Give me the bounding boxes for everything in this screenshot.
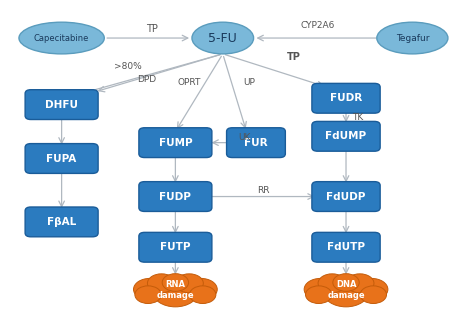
Text: FdUTP: FdUTP <box>327 242 365 252</box>
Text: UP: UP <box>243 78 255 87</box>
FancyBboxPatch shape <box>312 232 380 262</box>
FancyBboxPatch shape <box>25 90 98 120</box>
Circle shape <box>175 274 203 293</box>
Text: FβAL: FβAL <box>47 217 76 227</box>
Text: >80%: >80% <box>114 62 142 71</box>
Circle shape <box>153 276 198 307</box>
Text: FUDP: FUDP <box>159 191 191 202</box>
FancyBboxPatch shape <box>312 182 380 211</box>
FancyBboxPatch shape <box>139 182 212 211</box>
Text: RR: RR <box>257 186 269 195</box>
FancyBboxPatch shape <box>312 83 380 113</box>
Text: RNA
damage: RNA damage <box>156 280 194 300</box>
Circle shape <box>333 274 359 291</box>
Text: FdUMP: FdUMP <box>326 131 366 141</box>
Text: CYP2A6: CYP2A6 <box>301 21 335 30</box>
Circle shape <box>135 286 161 303</box>
Ellipse shape <box>192 22 254 54</box>
Circle shape <box>190 286 216 303</box>
Text: FUPA: FUPA <box>46 153 77 164</box>
Text: DNA
damage: DNA damage <box>327 280 365 300</box>
Text: FUMP: FUMP <box>159 138 192 148</box>
Circle shape <box>304 278 337 300</box>
FancyBboxPatch shape <box>25 144 98 173</box>
Text: 5-FU: 5-FU <box>209 31 237 45</box>
Ellipse shape <box>377 22 448 54</box>
Circle shape <box>323 276 369 307</box>
FancyBboxPatch shape <box>139 128 212 158</box>
Text: TP: TP <box>146 23 158 34</box>
Text: FdUDP: FdUDP <box>326 191 366 202</box>
FancyBboxPatch shape <box>227 128 285 158</box>
FancyBboxPatch shape <box>139 232 212 262</box>
Text: Tegafur: Tegafur <box>396 34 429 42</box>
Circle shape <box>306 286 332 303</box>
Text: DPD: DPD <box>137 75 156 84</box>
Text: FUR: FUR <box>244 138 268 148</box>
FancyBboxPatch shape <box>312 121 380 151</box>
Text: UK: UK <box>238 133 250 142</box>
Circle shape <box>134 278 166 300</box>
Circle shape <box>355 278 388 300</box>
Text: OPRT: OPRT <box>178 78 201 87</box>
Circle shape <box>162 274 189 291</box>
Ellipse shape <box>19 22 104 54</box>
Circle shape <box>184 278 217 300</box>
Text: DHFU: DHFU <box>45 100 78 110</box>
Circle shape <box>346 274 374 293</box>
Text: FUTP: FUTP <box>160 242 191 252</box>
Text: TP: TP <box>287 52 301 62</box>
Text: Capecitabine: Capecitabine <box>34 34 89 42</box>
Text: FUDR: FUDR <box>330 93 362 103</box>
Circle shape <box>360 286 386 303</box>
Circle shape <box>318 274 346 293</box>
Circle shape <box>147 274 176 293</box>
Text: TK: TK <box>352 113 364 122</box>
FancyBboxPatch shape <box>25 207 98 237</box>
